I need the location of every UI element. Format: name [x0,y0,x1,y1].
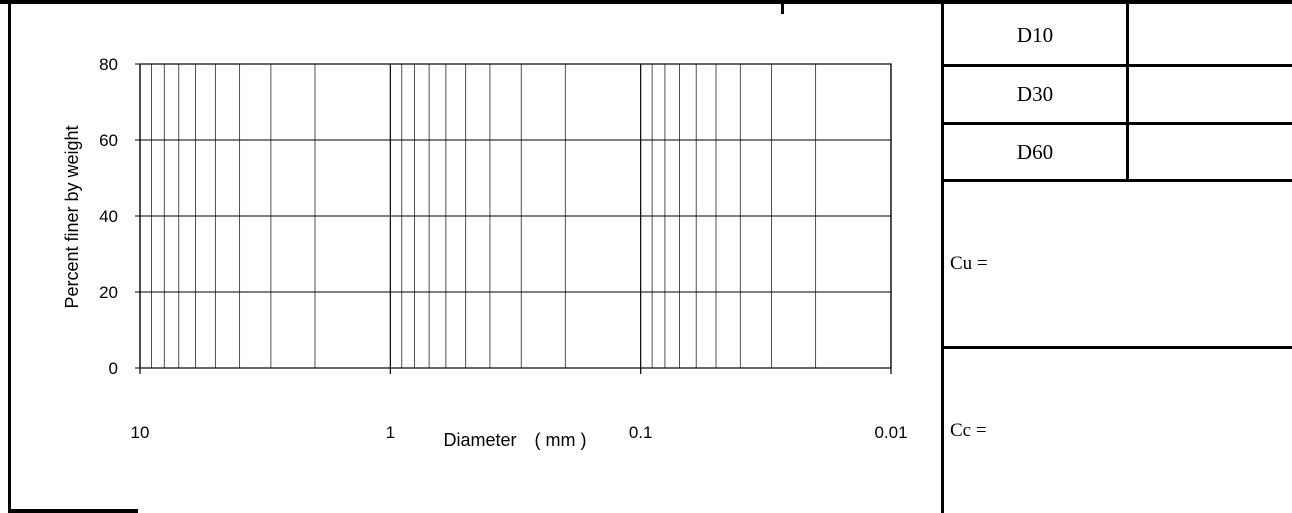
y-tick-labels: 0 20 40 60 80 [99,55,118,378]
d30-value[interactable] [1129,67,1292,122]
d30-label: D30 [1016,82,1054,106]
x-tick-label: 1 [386,423,395,442]
frame-left-line [8,0,11,513]
x-axis-label: Diameter ( mm ) [444,430,587,450]
y-axis-label: Percent finer by weight [62,125,82,308]
x-tick-label: 0.1 [629,423,653,442]
frame-chart-table-divider [941,4,944,513]
major-grid [135,63,892,374]
particle-size-chart: 0 20 40 60 80 10 1 0.1 0.01 Percent finer by we… [62,55,908,450]
frame-bottom-stub [8,509,138,513]
frame-top-divider [781,0,784,14]
x-tick-label: 10 [131,423,150,442]
y-tick-label: 80 [99,55,118,74]
table-row-line-2 [944,122,1292,125]
table-row-line-3 [944,179,1292,182]
frame-top-line [0,0,1292,4]
y-tick-label: 20 [99,283,118,302]
d60-value[interactable] [1129,125,1292,179]
table-column-line [1126,4,1129,180]
y-tick-label: 0 [109,359,118,378]
table-row-line-1 [944,64,1292,67]
d60-label: D60 [1016,139,1054,164]
y-tick-label: 60 [99,131,118,150]
y-tick-label: 40 [99,207,118,226]
x-tick-label: 0.01 [874,423,907,442]
plot-frame [139,63,892,369]
table-row-line-4 [944,346,1292,349]
cu-formula-label: Cu = [950,253,988,274]
cc-formula-label: Cc = [950,420,987,441]
plot-area-border [139,63,892,369]
d10-value[interactable] [1129,6,1292,64]
d10-label: D10 [1016,22,1054,47]
x-tick-labels: 10 1 0.1 0.01 [131,423,908,442]
